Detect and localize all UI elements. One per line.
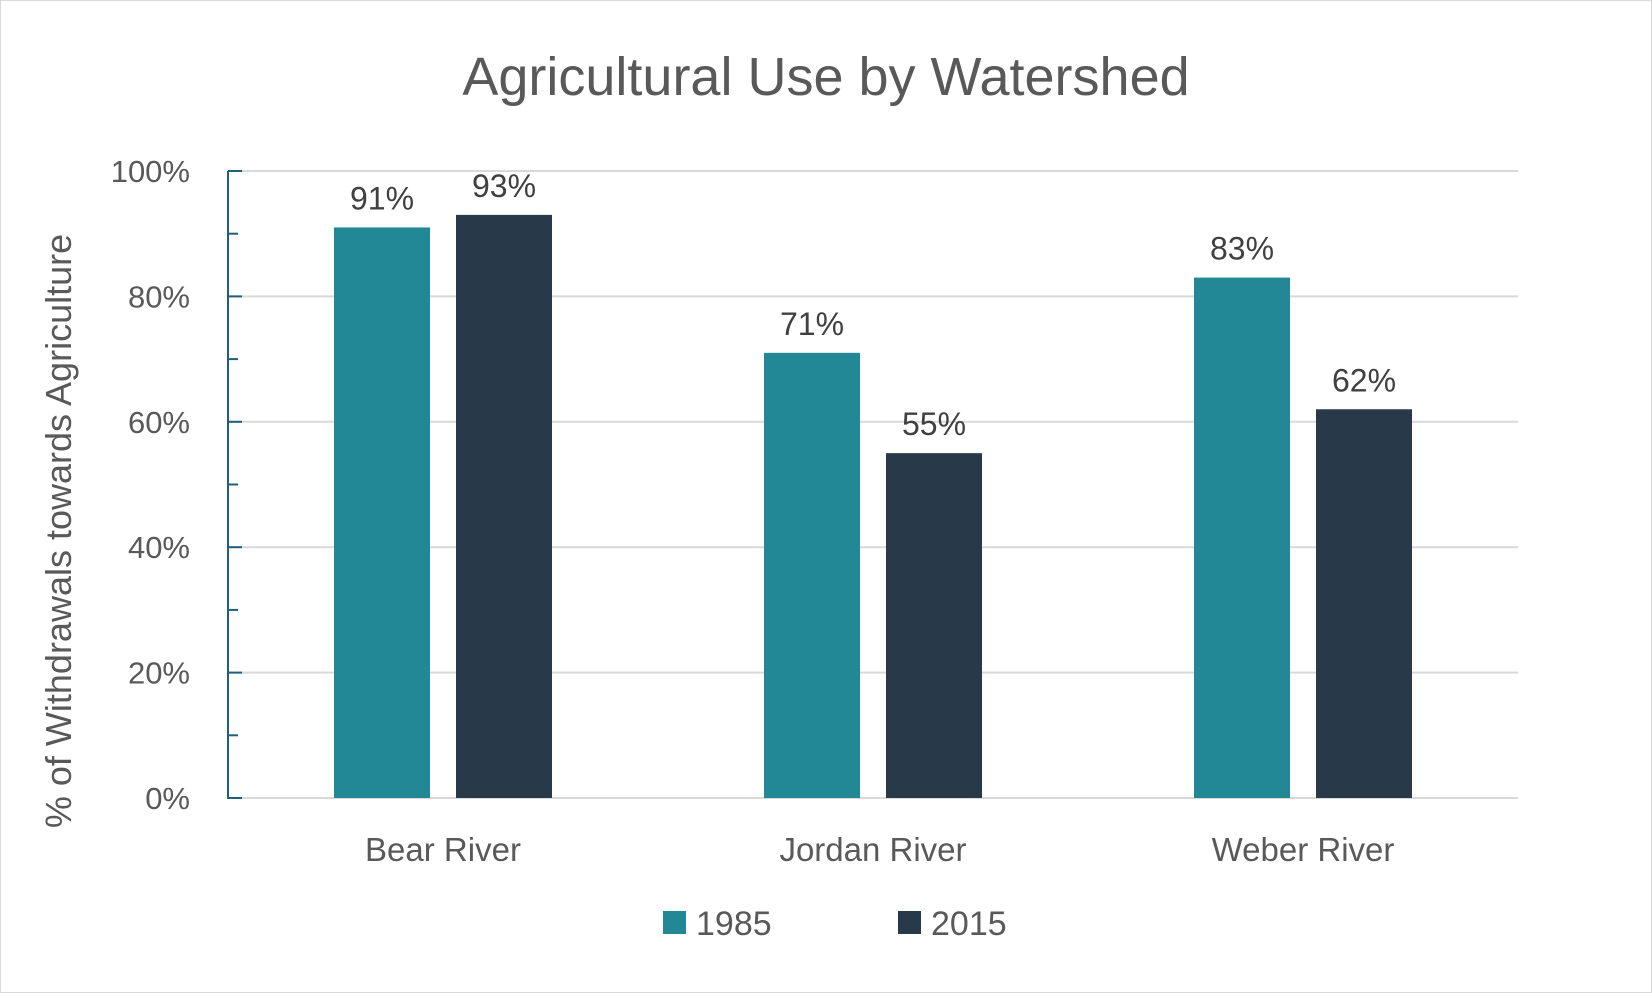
category-labels: Bear River Jordan River Weber River — [365, 831, 1394, 868]
data-labels: 91% 93% 71% 55% 83% 62% — [350, 168, 1396, 442]
data-label: 62% — [1332, 362, 1396, 398]
bar-2015-bear-river — [456, 214, 552, 798]
bars — [334, 214, 1412, 799]
gridlines — [228, 170, 1518, 674]
y-axis-title: % of Withdrawals towards Agriculture — [38, 234, 79, 828]
bar-1985-weber-river — [1194, 277, 1290, 799]
y-tick-label: 0% — [145, 781, 190, 816]
y-axis: 0% 20% 40% 60% 80% 100% — [111, 154, 1518, 816]
legend-label: 1985 — [696, 905, 772, 943]
y-tick-label: 80% — [128, 279, 190, 314]
bar-2015-jordan-river — [886, 453, 982, 798]
chart-title: Agricultural Use by Watershed — [462, 47, 1189, 107]
legend-swatch — [663, 911, 686, 934]
data-label: 55% — [902, 406, 966, 442]
data-label: 91% — [350, 180, 414, 216]
category-label: Weber River — [1212, 831, 1395, 868]
legend-swatch — [898, 911, 921, 934]
category-label: Bear River — [365, 831, 521, 868]
bar-1985-jordan-river — [764, 352, 860, 798]
y-tick-label: 20% — [128, 656, 190, 691]
bar-1985-bear-river — [334, 227, 430, 798]
data-label: 71% — [780, 306, 844, 342]
y-tick-label: 60% — [128, 405, 190, 440]
category-label: Jordan River — [779, 831, 966, 868]
legend-label: 2015 — [931, 905, 1007, 943]
legend: 1985 2015 — [663, 905, 1007, 943]
data-label: 83% — [1210, 231, 1274, 267]
y-tick-label: 40% — [128, 530, 190, 565]
y-tick-label: 100% — [111, 154, 190, 189]
data-label: 93% — [472, 168, 536, 204]
bar-2015-weber-river — [1316, 409, 1412, 798]
